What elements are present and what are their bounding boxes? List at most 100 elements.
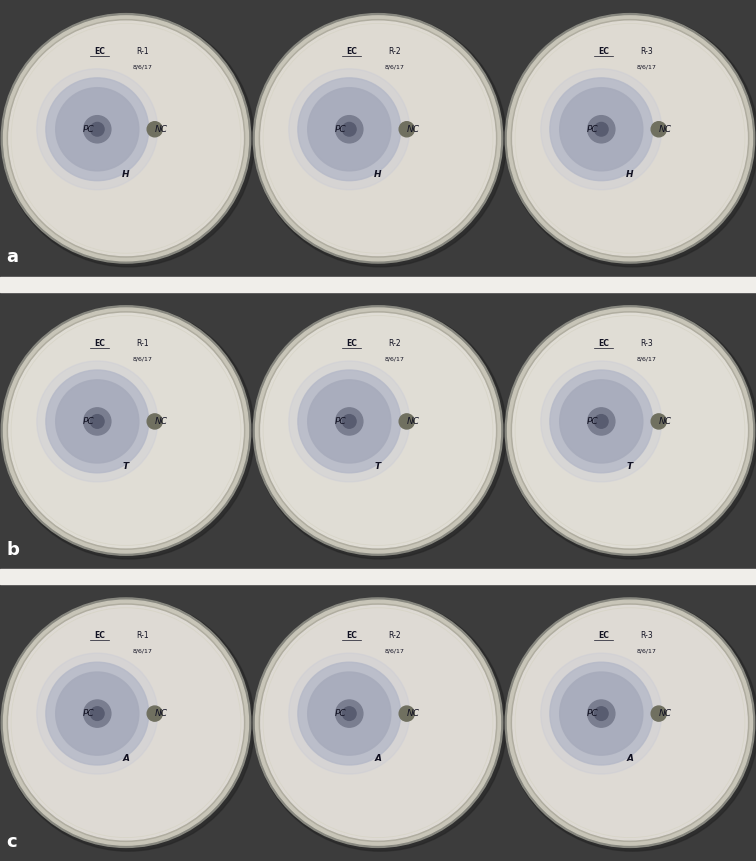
Ellipse shape <box>46 77 149 181</box>
Text: H: H <box>374 170 382 179</box>
Ellipse shape <box>651 414 666 429</box>
Ellipse shape <box>147 121 163 137</box>
Ellipse shape <box>8 20 245 257</box>
Text: 8/6/17: 8/6/17 <box>133 648 153 653</box>
Ellipse shape <box>91 122 104 136</box>
Text: NC: NC <box>154 125 167 133</box>
Ellipse shape <box>550 662 652 765</box>
Ellipse shape <box>506 307 756 559</box>
Text: 8/6/17: 8/6/17 <box>637 64 656 69</box>
Text: 8/6/17: 8/6/17 <box>637 356 656 361</box>
Ellipse shape <box>336 408 363 435</box>
Ellipse shape <box>513 313 747 548</box>
Ellipse shape <box>550 370 652 473</box>
Text: PC: PC <box>82 125 94 133</box>
Ellipse shape <box>505 598 754 847</box>
Text: H: H <box>626 170 634 179</box>
Text: PC: PC <box>82 417 94 426</box>
Ellipse shape <box>308 88 391 170</box>
Ellipse shape <box>56 672 139 755</box>
Text: a: a <box>6 248 18 266</box>
Text: 8/6/17: 8/6/17 <box>385 356 404 361</box>
Text: NC: NC <box>154 709 167 718</box>
Ellipse shape <box>37 653 158 774</box>
Text: A: A <box>374 754 382 764</box>
Ellipse shape <box>587 408 615 435</box>
Text: R-3: R-3 <box>640 46 653 56</box>
Bar <box>0 276 756 292</box>
Bar <box>0 292 756 569</box>
Text: R-3: R-3 <box>640 631 653 641</box>
Ellipse shape <box>9 313 243 548</box>
Ellipse shape <box>506 598 756 852</box>
Text: NC: NC <box>406 709 420 718</box>
Text: b: b <box>6 541 19 559</box>
Ellipse shape <box>37 361 158 482</box>
Ellipse shape <box>342 122 356 136</box>
Ellipse shape <box>46 370 149 473</box>
Ellipse shape <box>505 306 754 555</box>
Ellipse shape <box>298 77 401 181</box>
Ellipse shape <box>256 308 500 553</box>
Ellipse shape <box>651 706 666 722</box>
Ellipse shape <box>399 121 414 137</box>
Text: T: T <box>123 462 129 471</box>
Text: PC: PC <box>587 417 598 426</box>
Ellipse shape <box>46 662 149 765</box>
Ellipse shape <box>559 380 643 463</box>
Ellipse shape <box>587 115 615 143</box>
Text: R-1: R-1 <box>136 46 149 56</box>
Ellipse shape <box>84 700 111 728</box>
Text: EC: EC <box>346 339 357 348</box>
Text: PC: PC <box>587 709 598 718</box>
Ellipse shape <box>541 69 662 189</box>
Text: EC: EC <box>598 631 609 641</box>
Ellipse shape <box>253 14 503 263</box>
Text: PC: PC <box>334 417 346 426</box>
Text: 8/6/17: 8/6/17 <box>385 64 404 69</box>
Text: NC: NC <box>658 125 671 133</box>
Ellipse shape <box>2 14 251 263</box>
Ellipse shape <box>651 121 666 137</box>
Ellipse shape <box>4 600 249 846</box>
Ellipse shape <box>253 306 503 555</box>
Ellipse shape <box>506 15 756 267</box>
Ellipse shape <box>9 22 243 256</box>
Ellipse shape <box>507 15 752 261</box>
Text: EC: EC <box>598 46 609 56</box>
Ellipse shape <box>587 700 615 728</box>
Ellipse shape <box>8 604 245 841</box>
Ellipse shape <box>91 415 104 428</box>
Ellipse shape <box>336 115 363 143</box>
Ellipse shape <box>289 69 410 189</box>
Ellipse shape <box>4 308 249 553</box>
Ellipse shape <box>8 312 245 549</box>
Ellipse shape <box>399 414 414 429</box>
Ellipse shape <box>2 307 255 559</box>
Ellipse shape <box>559 88 643 170</box>
Text: A: A <box>627 754 634 764</box>
Ellipse shape <box>541 361 662 482</box>
Text: NC: NC <box>406 417 420 426</box>
Ellipse shape <box>298 370 401 473</box>
Ellipse shape <box>336 700 363 728</box>
Text: 8/6/17: 8/6/17 <box>133 64 153 69</box>
Text: R-1: R-1 <box>136 339 149 348</box>
Ellipse shape <box>91 707 104 721</box>
Ellipse shape <box>2 598 255 852</box>
Ellipse shape <box>2 15 255 267</box>
Ellipse shape <box>308 380 391 463</box>
Ellipse shape <box>2 598 251 847</box>
Ellipse shape <box>513 22 747 256</box>
Ellipse shape <box>254 598 507 852</box>
Ellipse shape <box>513 605 747 839</box>
Ellipse shape <box>511 604 748 841</box>
Bar <box>0 569 756 585</box>
Ellipse shape <box>56 380 139 463</box>
Text: PC: PC <box>334 709 346 718</box>
Text: EC: EC <box>346 631 357 641</box>
Text: R-3: R-3 <box>640 339 653 348</box>
Ellipse shape <box>9 605 243 839</box>
Text: EC: EC <box>94 46 105 56</box>
Ellipse shape <box>289 653 410 774</box>
